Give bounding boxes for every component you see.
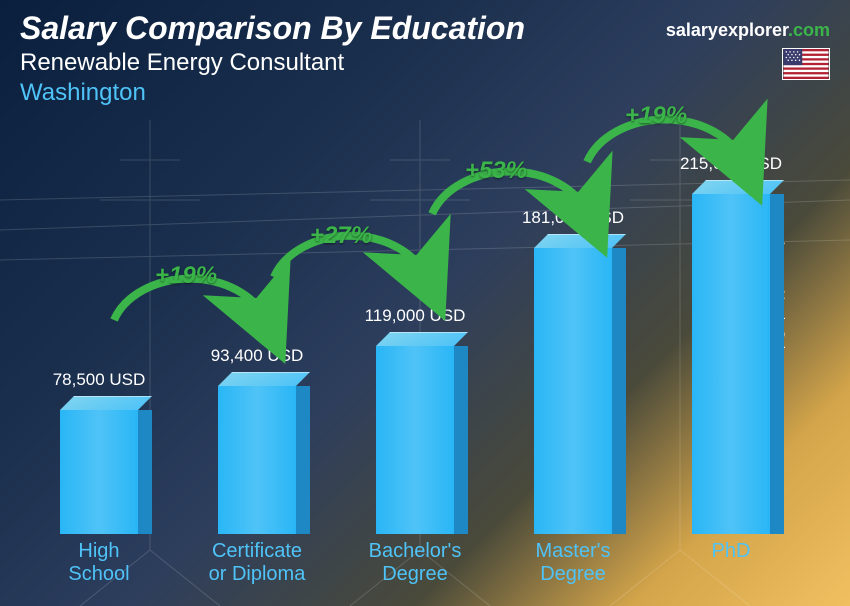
delta-percent: +19% [155, 262, 217, 290]
bar-chart: 78,500 USD HighSchool 93,400 USD Certificat… [20, 130, 810, 586]
delta-percent: +53% [465, 157, 527, 185]
source-suffix: .com [788, 20, 830, 40]
delta-percent: +27% [310, 222, 372, 250]
bar [692, 180, 770, 534]
bar [534, 234, 612, 534]
bar [60, 396, 138, 534]
bar-value: 181,000 USD [522, 208, 624, 228]
bar-column: 78,500 USD HighSchool [24, 370, 174, 586]
bar-label: PhD [712, 540, 751, 586]
bar-value: 215,000 USD [680, 154, 782, 174]
bar [376, 332, 454, 534]
chart-subtitle: Renewable Energy Consultant [20, 49, 830, 77]
chart-location: Washington [20, 79, 830, 107]
delta-percent: +19% [625, 102, 687, 130]
source-label: salaryexplorer.com [666, 20, 830, 41]
bar [218, 372, 296, 534]
bar-column: 215,000 USD PhD [656, 154, 806, 586]
bar-column: 181,000 USD Master'sDegree [498, 208, 648, 586]
bar-value: 119,000 USD [365, 306, 466, 326]
bar-column: 119,000 USD Bachelor'sDegree [340, 306, 490, 586]
bar-value: 78,500 USD [53, 370, 146, 390]
source-prefix: salaryexplorer [666, 20, 788, 40]
bar-value: 93,400 USD [211, 346, 304, 366]
bar-label: HighSchool [68, 540, 129, 586]
bar-label: Bachelor'sDegree [369, 540, 462, 586]
bar-label: Certificateor Diploma [209, 540, 306, 586]
bar-label: Master'sDegree [536, 540, 611, 586]
flag-icon [782, 48, 830, 80]
bar-column: 93,400 USD Certificateor Diploma [182, 346, 332, 586]
